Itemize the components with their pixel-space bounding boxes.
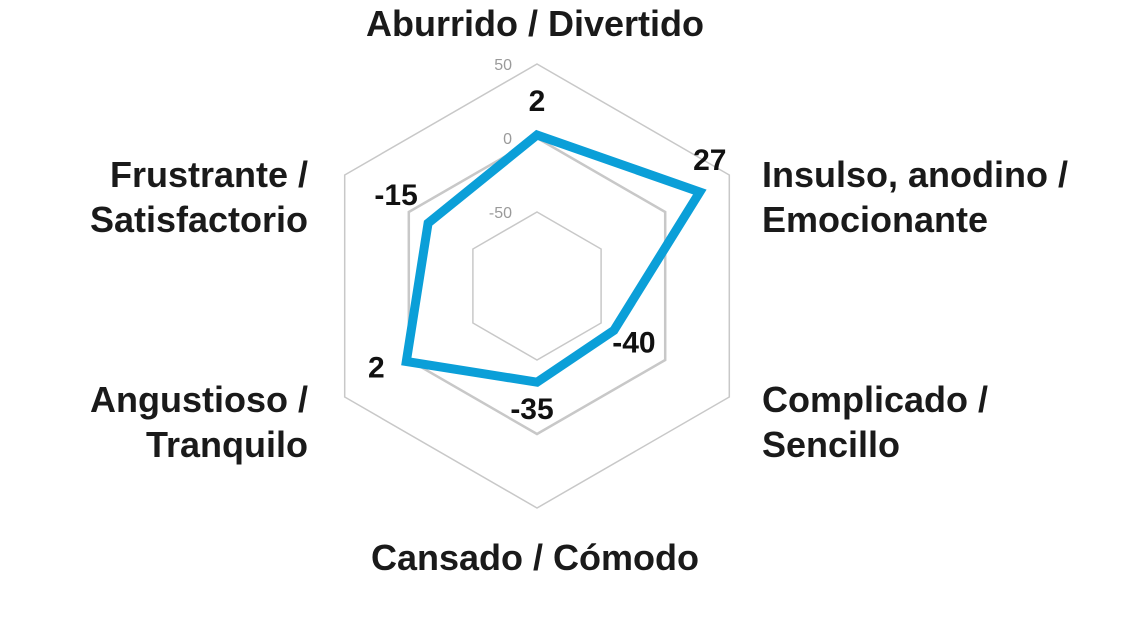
axis-label-line: Insulso, anodino / xyxy=(762,154,1068,195)
series-layer xyxy=(406,135,700,382)
axis-label-line: Sencillo xyxy=(762,424,900,465)
axis-label-line: Emocionante xyxy=(762,199,988,240)
axis-label-4: Angustioso / Tranquilo xyxy=(90,379,308,465)
series-line xyxy=(406,135,700,382)
value-label-4: 2 xyxy=(368,352,385,385)
value-label-1: 27 xyxy=(693,144,726,177)
axis-label-line: Satisfactorio xyxy=(90,199,308,240)
axis-label-1: Insulso, anodino / Emocionante xyxy=(762,154,1068,240)
axis-label-line: Angustioso / xyxy=(90,379,308,420)
axis-label-line: Aburrido / Divertido xyxy=(366,3,704,44)
axis-label-3: Cansado / Cómodo xyxy=(371,537,699,578)
axis-label-2: Complicado / Sencillo xyxy=(762,379,988,465)
axis-label-line: Cansado / Cómodo xyxy=(371,537,699,578)
grid-ring-0 xyxy=(409,138,665,434)
value-label-5: -15 xyxy=(374,179,417,212)
axis-label-0: Aburrido / Divertido xyxy=(366,3,704,44)
grid-ring-neg50 xyxy=(473,212,601,360)
value-label-2: -40 xyxy=(612,326,655,359)
axis-label-5: Frustrante / Satisfactorio xyxy=(90,154,308,240)
value-label-3: -35 xyxy=(510,393,553,426)
ring-tick-label: -50 xyxy=(489,205,512,222)
axis-label-line: Complicado / xyxy=(762,379,988,420)
ring-tick-labels: 50 0 -50 xyxy=(489,57,512,222)
axis-label-line: Frustrante / xyxy=(110,154,308,195)
axis-label-line: Tranquilo xyxy=(146,424,308,465)
ring-tick-label: 0 xyxy=(503,131,512,148)
axis-labels: Aburrido / Divertido Insulso, anodino / Em… xyxy=(90,3,1068,578)
value-label-0: 2 xyxy=(529,85,546,118)
ring-tick-label: 50 xyxy=(494,57,512,74)
